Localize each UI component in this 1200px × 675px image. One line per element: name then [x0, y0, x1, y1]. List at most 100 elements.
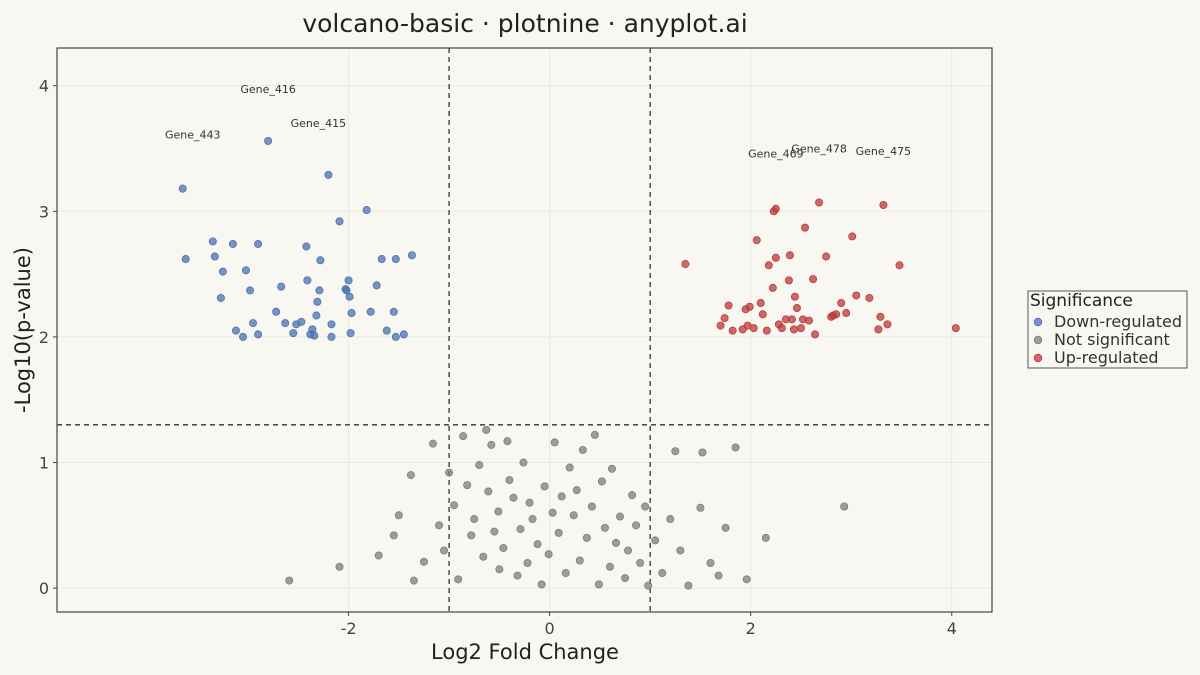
point-up-regulated [832, 310, 841, 319]
point-up-regulated [762, 326, 771, 335]
point-not-significant [600, 523, 609, 532]
point-not-significant [503, 437, 512, 446]
point-down-regulated [281, 319, 290, 328]
point-up-regulated [895, 261, 904, 270]
point-down-regulated [272, 307, 281, 316]
point-down-regulated [382, 326, 391, 335]
gene-labels: Gene_416 Gene_443 Gene_415 Gene_469Gene_478… [165, 83, 911, 160]
point-down-regulated [347, 309, 356, 318]
point-up-regulated [815, 198, 824, 207]
point-not-significant [557, 492, 566, 501]
point-not-significant [525, 498, 534, 507]
point-down-regulated [312, 311, 321, 320]
point-down-regulated [391, 332, 400, 341]
y-tick-label: 1 [39, 454, 49, 473]
point-up-regulated [865, 293, 874, 302]
point-not-significant [572, 486, 581, 495]
point-down-regulated [407, 251, 416, 260]
point-not-significant [605, 562, 614, 571]
point-up-regulated [852, 291, 861, 300]
point-up-regulated [768, 283, 777, 292]
point-down-regulated [324, 170, 333, 179]
gene-label: Gene_475 [856, 145, 912, 158]
point-down-regulated [342, 286, 351, 295]
point-not-significant [721, 523, 730, 532]
y-tick-label: 0 [39, 579, 49, 598]
point-up-regulated [771, 253, 780, 262]
point-down-regulated [178, 184, 187, 193]
point-down-regulated [315, 286, 324, 295]
point-not-significant [335, 562, 344, 571]
point-down-regulated [335, 217, 344, 226]
point-down-regulated [277, 282, 286, 291]
point-not-significant [374, 551, 383, 560]
point-not-significant [487, 440, 496, 449]
point-not-significant [499, 543, 508, 552]
point-not-significant [582, 533, 591, 542]
point-down-regulated [264, 136, 273, 145]
point-not-significant [684, 581, 693, 590]
point-up-regulated [883, 320, 892, 329]
point-not-significant [666, 515, 675, 524]
threshold-lines [57, 48, 992, 612]
point-not-significant [575, 556, 584, 565]
point-not-significant [578, 445, 587, 454]
point-down-regulated [242, 266, 251, 275]
point-down-regulated [345, 292, 354, 301]
point-down-regulated [344, 276, 353, 285]
y-axis-label: -Log10(p-value) [11, 247, 35, 413]
point-not-significant [494, 507, 503, 516]
point-not-significant [484, 487, 493, 496]
point-not-significant [409, 576, 418, 585]
chart-title: volcano-basic · plotnine · anyplot.ai [302, 9, 747, 38]
point-not-significant [624, 546, 633, 555]
point-not-significant [587, 502, 596, 511]
legend-label: Up-regulated [1054, 348, 1159, 367]
point-down-regulated [316, 256, 325, 265]
point-down-regulated [372, 281, 381, 290]
point-up-regulated [720, 314, 729, 323]
point-not-significant [419, 557, 428, 566]
point-not-significant [651, 536, 660, 545]
point-not-significant [676, 546, 685, 555]
point-not-significant [519, 458, 528, 467]
point-down-regulated [238, 332, 247, 341]
point-up-regulated [809, 275, 818, 284]
y-axis-ticks: 0 1 2 3 4 [39, 77, 57, 598]
point-up-regulated [758, 310, 767, 319]
point-not-significant [554, 528, 563, 537]
point-not-significant [550, 438, 559, 447]
point-down-regulated [389, 307, 398, 316]
point-down-regulated [231, 326, 240, 335]
point-not-significant [731, 443, 740, 452]
point-not-significant [394, 511, 403, 520]
point-not-significant [641, 502, 650, 511]
plot-panel [57, 48, 992, 612]
point-not-significant [445, 468, 454, 477]
point-not-significant [714, 571, 723, 580]
legend-title: Significance [1030, 291, 1133, 311]
point-up-regulated [785, 251, 794, 260]
point-up-regulated [771, 204, 780, 213]
point-not-significant [495, 565, 504, 574]
point-not-significant [450, 501, 459, 510]
point-not-significant [761, 533, 770, 542]
point-not-significant [569, 511, 578, 520]
x-axis-label: Log2 Fold Change [431, 640, 619, 664]
point-up-regulated [805, 316, 814, 325]
point-down-regulated [218, 267, 227, 276]
point-up-regulated [787, 315, 796, 324]
x-axis-ticks: -2 0 2 4 [341, 612, 957, 638]
point-not-significant [636, 559, 645, 568]
legend-swatch [1033, 317, 1043, 327]
point-not-significant [644, 581, 653, 590]
point-up-regulated [801, 223, 810, 232]
point-not-significant [435, 521, 444, 530]
point-not-significant [467, 531, 476, 540]
x-tick-label: 4 [947, 619, 957, 638]
point-down-regulated [399, 330, 408, 339]
point-not-significant [440, 546, 449, 555]
gene-label: Gene_416 [240, 83, 296, 96]
point-up-regulated [796, 324, 805, 333]
point-not-significant [490, 527, 499, 536]
